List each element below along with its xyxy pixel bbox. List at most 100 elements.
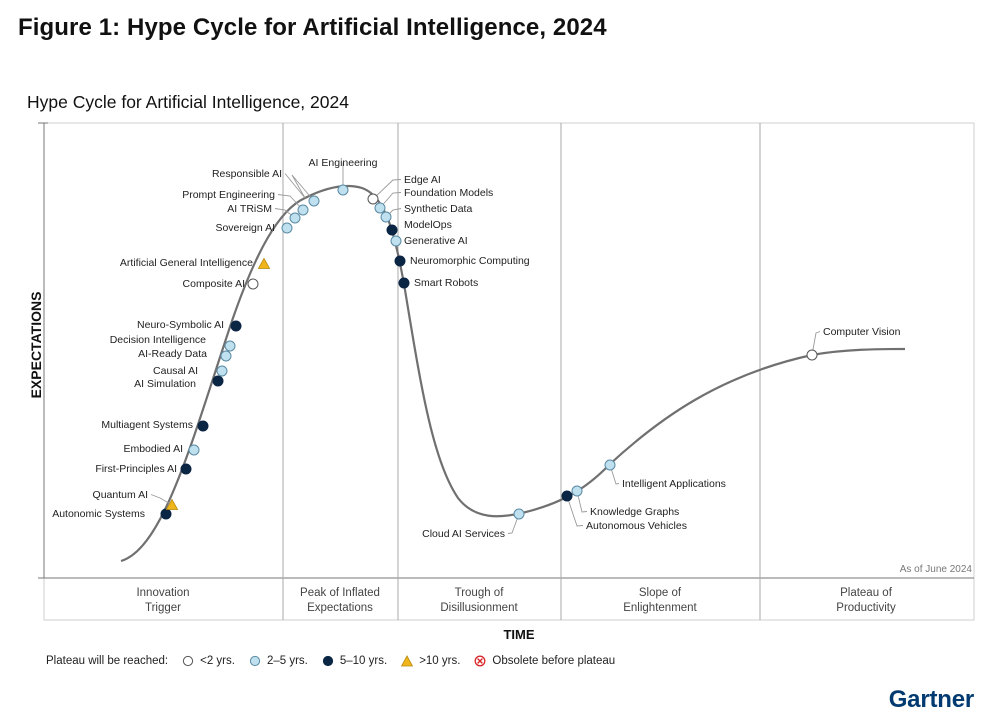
point-label: Quantum AI xyxy=(93,489,148,501)
leader-line xyxy=(507,513,520,534)
point-label: Composite AI xyxy=(183,278,245,290)
data-point xyxy=(180,463,192,475)
point-label: Edge AI xyxy=(404,174,441,186)
gartner-logo: Gartner xyxy=(888,686,974,713)
data-point xyxy=(561,490,573,502)
phase-label-line1: Slope of xyxy=(639,587,682,599)
leader-line xyxy=(284,173,315,202)
point-label: Responsible AI xyxy=(212,168,282,180)
data-point xyxy=(165,498,179,510)
legend-item-5to10: 5–10 yrs. xyxy=(339,655,388,667)
legend-item-2to5: 2–5 yrs. xyxy=(266,655,308,667)
data-point xyxy=(230,320,242,332)
phase-dividers xyxy=(282,123,761,620)
hype-curve xyxy=(120,184,906,563)
data-point xyxy=(224,340,236,352)
data-points xyxy=(160,184,818,520)
point-labels: Autonomic Systems Quantum AI First-Princip… xyxy=(52,157,900,540)
leader-line xyxy=(277,194,304,211)
leader-line xyxy=(811,331,821,356)
point-label: Sovereign AI xyxy=(215,222,275,234)
phase-label-line2: Disillusionment xyxy=(440,602,518,614)
point-label: Generative AI xyxy=(404,235,468,247)
data-point xyxy=(398,277,410,289)
figure-title: Figure 1: Hype Cycle for Artificial Inte… xyxy=(18,14,607,41)
circle-light-blue-icon xyxy=(249,655,261,667)
data-point xyxy=(216,365,228,377)
data-point xyxy=(212,375,224,387)
leader-line xyxy=(372,179,402,200)
data-point xyxy=(247,278,259,290)
point-label: Causal AI xyxy=(153,365,198,377)
point-label: ModelOps xyxy=(404,219,452,231)
point-label: Decision Intelligence xyxy=(110,334,206,346)
data-point xyxy=(604,459,616,471)
chart-title: Hype Cycle for Artificial Intelligence, … xyxy=(27,92,349,112)
point-label: Synthetic Data xyxy=(404,203,472,215)
data-point xyxy=(281,222,293,234)
point-label: Artificial General Intelligence xyxy=(120,257,253,269)
point-label: Intelligent Applications xyxy=(622,478,726,490)
legend-prefix: Plateau will be reached: xyxy=(46,655,169,667)
phase-label-line1: Peak of Inflated xyxy=(300,587,380,599)
leader-line xyxy=(379,192,402,209)
data-point xyxy=(367,193,379,205)
point-label: AI TRiSM xyxy=(227,203,272,215)
point-label: Neuro-Symbolic AI xyxy=(137,319,224,331)
leader-line xyxy=(576,490,588,513)
phase-label-line2: Trigger xyxy=(145,602,181,614)
point-label: Neuromorphic Computing xyxy=(410,255,530,267)
point-label: Smart Robots xyxy=(414,277,478,289)
data-point xyxy=(220,350,232,362)
data-point xyxy=(380,211,392,223)
point-label: Autonomic Systems xyxy=(52,508,145,520)
legend: Plateau will be reached: <2 yrs. 2–5 yrs… xyxy=(46,652,615,670)
data-point xyxy=(571,485,583,497)
point-label: First-Principles AI xyxy=(95,463,177,475)
data-point xyxy=(197,420,209,432)
triangle-yellow-icon xyxy=(401,655,414,667)
legend-item-lt2: <2 yrs. xyxy=(200,655,235,667)
leader-line xyxy=(150,494,173,506)
x-axis-label: TIME xyxy=(503,627,534,642)
point-label: Knowledge Graphs xyxy=(590,506,679,518)
point-label: AI Engineering xyxy=(309,157,378,169)
data-point xyxy=(188,444,200,456)
circle-white-icon xyxy=(182,655,194,667)
point-label: AI-Ready Data xyxy=(138,348,207,360)
point-label: Multiagent Systems xyxy=(101,419,193,431)
phase-label-line1: Innovation xyxy=(136,587,189,599)
x-circle-red-icon xyxy=(474,655,486,667)
data-point xyxy=(386,224,398,236)
data-point xyxy=(160,508,172,520)
legend-item-gt10: >10 yrs. xyxy=(419,655,461,667)
point-label: Autonomous Vehicles xyxy=(586,520,687,532)
circle-navy-icon xyxy=(322,655,334,667)
data-point xyxy=(513,508,525,520)
data-point xyxy=(390,235,402,247)
phase-label-line2: Expectations xyxy=(307,602,373,614)
data-point xyxy=(289,212,301,224)
point-label: Cloud AI Services xyxy=(422,528,505,540)
phase-label-line1: Trough of xyxy=(455,587,505,599)
data-point xyxy=(257,257,271,269)
data-point xyxy=(308,195,320,207)
point-label: Embodied AI xyxy=(123,443,183,455)
legend-item-obsolete: Obsolete before plateau xyxy=(492,655,616,667)
data-point xyxy=(337,184,349,196)
as-of-note: As of June 2024 xyxy=(900,564,973,575)
phase-label-line1: Plateau of xyxy=(840,587,893,599)
data-point xyxy=(374,202,386,214)
phase-label-line2: Productivity xyxy=(836,602,896,614)
y-axis-label: EXPECTATIONS xyxy=(28,292,44,399)
phase-label-line2: Enlightenment xyxy=(623,602,697,614)
data-point xyxy=(297,204,309,216)
data-point xyxy=(806,349,818,361)
point-label: AI Simulation xyxy=(134,378,196,390)
phase-labels: Innovation Trigger Peak of Inflated Expecta… xyxy=(136,587,896,614)
leader-line xyxy=(609,464,620,485)
point-label: Computer Vision xyxy=(823,326,901,338)
data-point xyxy=(394,255,406,267)
point-label: Prompt Engineering xyxy=(182,189,275,201)
